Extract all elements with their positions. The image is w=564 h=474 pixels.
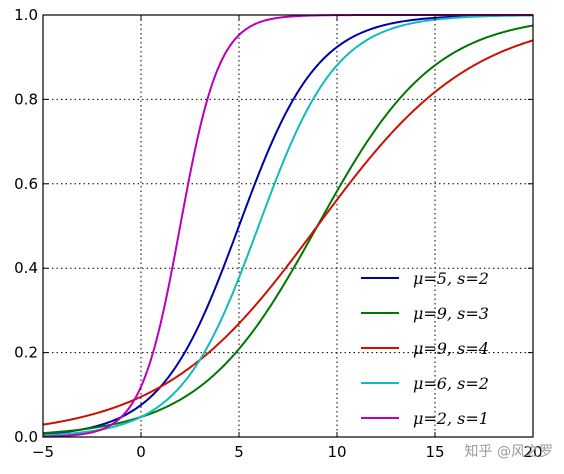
x-tick-label: 20 [523,443,542,461]
y-tick-label: 0.2 [14,344,38,362]
y-tick-label: 0.8 [14,90,38,108]
watermark-text: 知乎 @风之罗 [465,443,553,460]
y-tick-label: 0.6 [14,175,38,193]
legend: μ=5, s=2 μ=9, s=3 μ=9, s=4 μ=6, s=2 μ=2, s=1 [361,269,489,428]
x-tick-label: 15 [425,443,444,461]
legend-label-4: μ=6, s=2 [413,374,489,393]
legend-label-3: μ=9, s=4 [413,339,489,358]
y-tick-label: 0.4 [14,259,38,277]
legend-label-2: μ=9, s=3 [413,304,489,323]
y-tick-label: 0.0 [14,428,38,446]
y-tick-label: 1.0 [14,6,38,24]
axis-ticks: −5 0 5 10 15 20 0.0 0.2 0.4 0.6 0.8 1.0 [14,6,542,461]
legend-label-1: μ=5, s=2 [413,269,489,288]
series-line-2 [42,24,534,435]
legend-label-5: μ=2, s=1 [413,409,489,428]
x-tick-label: −5 [32,443,54,461]
x-tick-label: 0 [136,443,146,461]
series-line-1 [42,14,534,436]
plot-area-frame [42,14,534,438]
series-line-4 [42,14,534,437]
x-tick-label: 5 [234,443,244,461]
series-lines [42,14,534,438]
grid-lines [43,15,533,437]
x-tick-label: 10 [327,443,346,461]
series-line-3 [42,39,534,426]
